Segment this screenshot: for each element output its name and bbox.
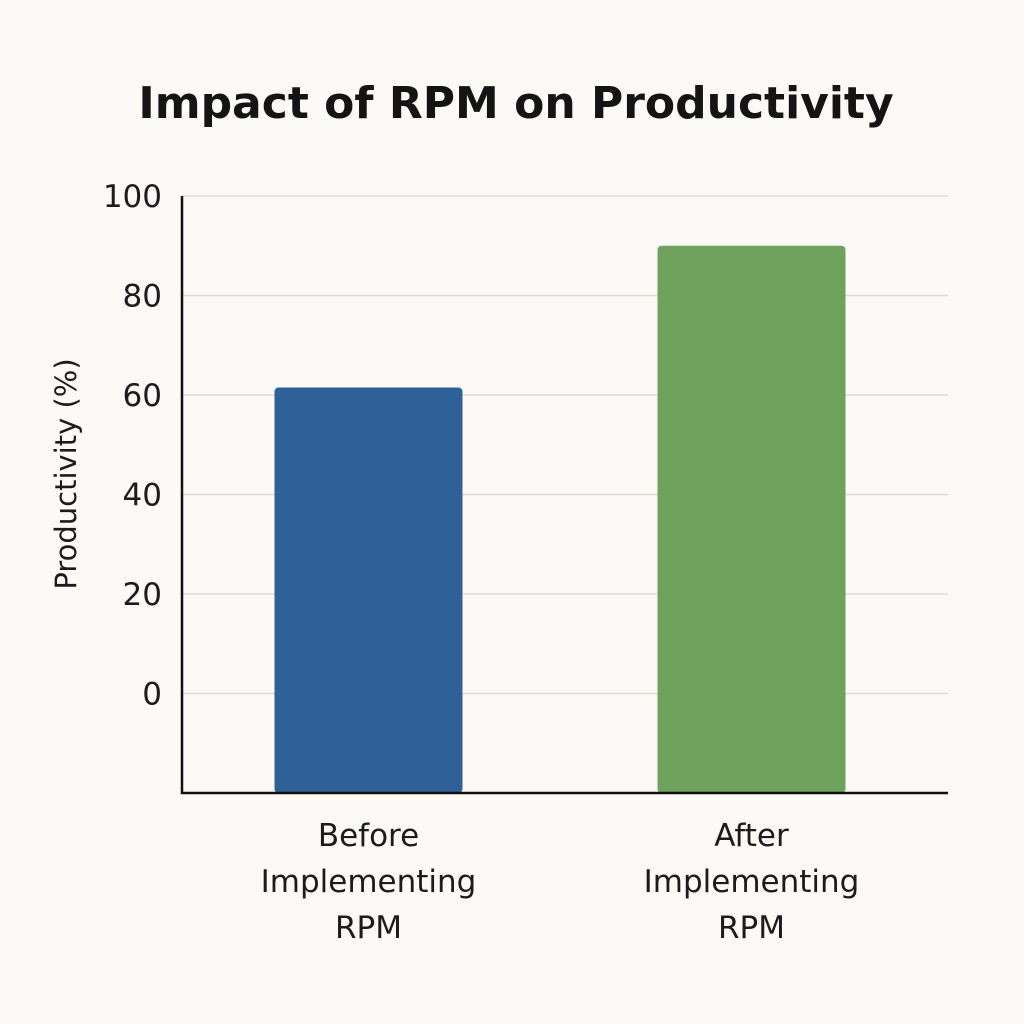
y-tick-label: 60 [123,378,162,414]
y-tick-label: 40 [123,478,162,514]
bar [657,245,846,793]
x-tick-label-line: After [714,818,789,854]
x-tick-label-line: Implementing [644,864,860,900]
y-tick-label: 20 [123,577,162,613]
y-tick-label: 0 [142,677,162,713]
x-tick-label-line: RPM [335,910,402,946]
bar [274,387,463,793]
x-tick-labels: Before Implementing RPM After Implementing RP… [261,818,860,946]
y-tick-labels: 0 20 40 60 80 100 [103,179,162,713]
x-tick-label: Before Implementing RPM [261,818,477,946]
axes [180,196,948,795]
y-axis-label: Productivity (%) [49,358,83,589]
x-tick-label: After Implementing RPM [644,818,860,946]
bars [274,245,846,793]
chart-title: Impact of RPM on Productivity [138,78,893,129]
x-tick-label-line: RPM [718,910,785,946]
x-tick-label-line: Implementing [261,864,477,900]
y-tick-label: 100 [103,179,162,215]
y-tick-label: 80 [123,279,162,315]
x-tick-label-line: Before [318,818,419,854]
